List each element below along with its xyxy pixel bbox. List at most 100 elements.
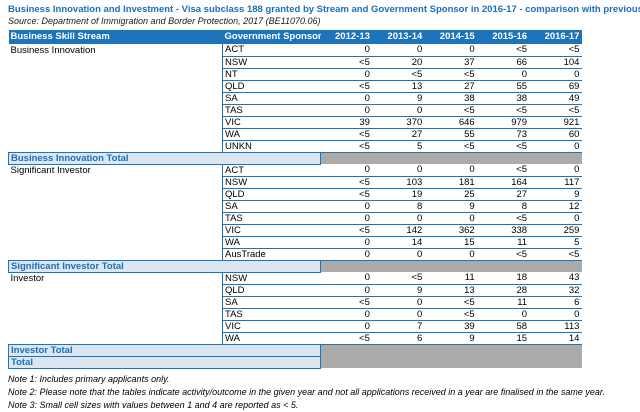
value-cell: 73: [477, 128, 531, 141]
sponsor-cell: QLD: [222, 188, 321, 201]
value-cell: 370: [372, 116, 426, 129]
table-row: Significant Investor ACT 0 0 0 <5 0: [9, 164, 583, 177]
sponsor-cell: UNKN: [222, 140, 321, 153]
value-cell: <5: [320, 176, 373, 189]
value-cell: 5: [372, 140, 426, 153]
sponsor-cell: TAS: [222, 308, 321, 321]
report-title: Business Innovation and Investment - Vis…: [8, 4, 640, 15]
value-cell: 32: [530, 284, 583, 297]
stream-cell: [9, 332, 223, 344]
table-row: NT 0 <5 <5 0 0: [9, 68, 583, 81]
table-row: UNKN <5 5 <5 <5 0: [9, 140, 583, 153]
value-cell: 0: [320, 44, 373, 57]
value-cell: 39: [320, 116, 373, 129]
stream-cell: [9, 176, 223, 188]
value-cell: <5: [320, 188, 373, 201]
stream-cell: [9, 68, 223, 80]
sponsor-cell: ACT: [222, 164, 321, 177]
table-row: QLD <5 19 25 27 9: [9, 188, 583, 201]
value-cell: 13: [425, 284, 478, 297]
grand-total-row: Total: [8, 355, 583, 369]
value-cell: 0: [320, 320, 373, 333]
value-cell: <5: [320, 332, 373, 345]
column-header-2012-13: 2012-13: [320, 30, 373, 44]
table-row: WA 0 14 15 11 5: [9, 236, 583, 249]
sponsor-cell: NSW: [222, 272, 321, 285]
value-cell: 0: [320, 68, 373, 81]
value-cell: 0: [425, 212, 478, 225]
table-row: SA 0 9 38 38 49: [9, 92, 583, 105]
value-cell: 0: [320, 164, 373, 177]
value-cell: 0: [320, 236, 373, 249]
stream-cell: [9, 308, 223, 320]
value-cell: <5: [477, 212, 531, 225]
value-cell: 117: [530, 176, 583, 189]
value-cell: 259: [530, 224, 583, 237]
stream-cell: Significant Investor: [10, 164, 91, 176]
value-cell: 38: [425, 92, 478, 105]
sponsor-cell: ACT: [222, 44, 321, 57]
value-cell: <5: [425, 68, 478, 81]
value-cell: 0: [477, 68, 531, 81]
value-cell: 28: [477, 284, 531, 297]
column-header-government-sponsor: Government Sponsor: [222, 30, 321, 44]
value-cell: <5: [372, 68, 426, 81]
value-cell: <5: [425, 104, 478, 117]
grand-total-values-suppressed: [320, 356, 583, 368]
table-row: WA <5 27 55 73 60: [9, 128, 583, 141]
value-cell: 0: [425, 44, 478, 57]
value-cell: 0: [530, 212, 583, 225]
group-total-label: Business Innovation Total: [8, 151, 321, 165]
value-cell: 181: [425, 176, 478, 189]
value-cell: <5: [320, 224, 373, 237]
value-cell: 8: [477, 200, 531, 213]
value-cell: 9: [372, 92, 426, 105]
value-cell: <5: [477, 140, 531, 153]
value-cell: 979: [477, 116, 531, 129]
stream-cell: [9, 128, 223, 140]
sponsor-cell: SA: [222, 200, 321, 213]
stream-cell: [9, 140, 223, 152]
value-cell: 7: [372, 320, 426, 333]
sponsor-cell: NT: [222, 68, 321, 81]
value-cell: 0: [320, 284, 373, 297]
value-cell: 6: [530, 296, 583, 309]
column-header-2014-15: 2014-15: [425, 30, 478, 44]
value-cell: <5: [530, 248, 583, 261]
value-cell: <5: [425, 140, 478, 153]
sponsor-cell: VIC: [222, 116, 321, 129]
value-cell: 103: [372, 176, 426, 189]
sponsor-cell: VIC: [222, 224, 321, 237]
value-cell: 362: [425, 224, 478, 237]
value-cell: 0: [477, 308, 531, 321]
table-row: VIC 0 7 39 58 113: [9, 320, 583, 333]
value-cell: 0: [372, 308, 426, 321]
stream-cell: [9, 188, 223, 200]
column-header-2016-17: 2016-17: [530, 30, 583, 44]
value-cell: 55: [477, 80, 531, 93]
value-cell: 20: [372, 56, 426, 69]
value-cell: 104: [530, 56, 583, 69]
sponsor-cell: QLD: [222, 80, 321, 93]
table-row: TAS 0 0 0 <5 0: [9, 212, 583, 225]
stream-cell: Business Innovation: [10, 44, 96, 56]
note-1: Note 1: Includes primary applicants only…: [8, 373, 170, 384]
value-cell: <5: [530, 104, 583, 117]
stream-cell: [9, 56, 223, 68]
value-cell: 15: [425, 236, 478, 249]
group-total-row: Business Innovation Total: [8, 151, 583, 165]
column-header-2015-16: 2015-16: [477, 30, 531, 44]
sponsor-cell: NSW: [222, 176, 321, 189]
table-row: NSW <5 20 37 66 104: [9, 56, 583, 69]
stream-cell: [9, 80, 223, 92]
sponsor-cell: VIC: [222, 320, 321, 333]
value-cell: 142: [372, 224, 426, 237]
value-cell: 0: [320, 200, 373, 213]
table-body: Business Innovation ACT 0 0 0 <5 <5 NSW <5 20 37 66…: [8, 44, 583, 369]
group-total-values-suppressed: [320, 152, 583, 164]
column-header-business-skill-stream: Business Skill Stream: [8, 30, 223, 44]
value-cell: 18: [477, 272, 531, 285]
grants-table: Business Skill Stream Government Sponsor…: [8, 30, 583, 369]
stream-cell: [9, 236, 223, 248]
sponsor-cell: TAS: [222, 104, 321, 117]
